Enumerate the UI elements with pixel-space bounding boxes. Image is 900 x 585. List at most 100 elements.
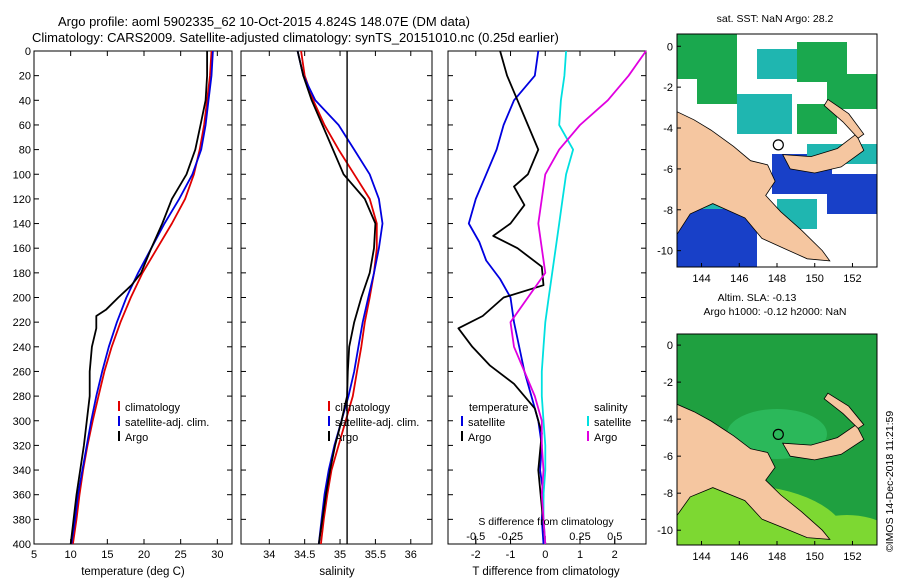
- y-tick-label: 80: [19, 145, 31, 157]
- legend-temperature-heading: temperature: [469, 402, 528, 414]
- sla-map-title-2: Argo h1000: -0.12 h2000: NaN: [703, 306, 846, 318]
- s-difference-xlabel: S difference from climatology: [478, 516, 614, 528]
- panel-frame: [240, 50, 433, 545]
- y-tick-label: 320: [13, 440, 31, 452]
- x-tick-label: 30: [211, 549, 223, 561]
- map-content: [677, 334, 877, 545]
- y-tick-label: 180: [13, 268, 31, 280]
- y-tick-label: 100: [13, 169, 31, 181]
- lat-tick-label: -8: [663, 488, 673, 500]
- x-tick-label: 35: [334, 549, 346, 561]
- imos-credit: ©IMOS 14-Dec-2018 11:21:59: [884, 411, 896, 552]
- y-tick-label: 40: [19, 95, 31, 107]
- x-tick-label: 1: [577, 549, 583, 561]
- lat-tick-label: -8: [663, 205, 673, 217]
- x-tick-label: 35.5: [365, 549, 386, 561]
- legend-t-satellite: satellite: [468, 417, 505, 429]
- x-tick-label: 34.5: [294, 549, 315, 561]
- x-tick-label: 10: [65, 549, 77, 561]
- argo-location-marker: [772, 139, 784, 151]
- sst-cell: [677, 209, 757, 267]
- y-tick-label: 340: [13, 465, 31, 477]
- sst-map: 144 146 148 150 152 0 -2 -4 -6 -8 -10: [657, 33, 878, 285]
- series-argo: [296, 50, 377, 545]
- sst-cell: [697, 79, 737, 104]
- argo-location-marker: [772, 428, 784, 440]
- series-satellite-adj-clim-: [296, 50, 384, 545]
- x-tick-label: 2: [612, 549, 618, 561]
- x-tick-label: 0: [542, 549, 548, 561]
- legend-satellite-adj: satellite-adj. clim.: [125, 417, 209, 429]
- x-tick-label: 15: [101, 549, 113, 561]
- series-salinity-argo: [509, 50, 647, 545]
- land-new-guinea: [677, 111, 831, 262]
- panel-3: -2 -1 0 1 2 -0.5 -0.25 0.25 0.5: [447, 50, 647, 561]
- lon-tick-label: 146: [730, 551, 748, 563]
- land-new-guinea: [677, 403, 831, 540]
- series-temperature-satellite: [467, 50, 545, 545]
- legend-climatology: climatology: [125, 402, 181, 414]
- sst-cell: [827, 174, 877, 214]
- s-tick-label: 0.25: [569, 531, 590, 543]
- map-content: [677, 34, 877, 267]
- s-tick-label: -0.5: [466, 531, 485, 543]
- series-temperature-argo: [457, 50, 547, 545]
- land-new-ireland: [823, 98, 865, 139]
- x-tick-label: 5: [31, 549, 37, 561]
- profile-panels: 0204060801001201401601802002202402602803…: [13, 46, 647, 561]
- y-tick-label: 20: [19, 71, 31, 83]
- lat-tick-label: -10: [657, 525, 673, 537]
- y-tick-label: 400: [13, 539, 31, 551]
- lon-tick-label: 152: [843, 551, 861, 563]
- difference-xlabel: T difference from climatology: [472, 566, 619, 578]
- temperature-xlabel: temperature (deg C): [81, 566, 185, 578]
- series-climatology: [300, 50, 378, 545]
- series-salinity-satellite: [540, 50, 574, 545]
- difference-legend: temperature satellite Argo salinity sate…: [461, 402, 631, 444]
- lat-tick-label: 0: [667, 41, 673, 53]
- sst-cell: [827, 74, 877, 109]
- lat-tick-label: -4: [663, 414, 673, 426]
- x-tick-label: 25: [175, 549, 187, 561]
- lat-tick-label: -2: [663, 82, 673, 94]
- lon-tick-label: 146: [730, 273, 748, 285]
- legend-s-argo: Argo: [594, 432, 617, 444]
- legend-satellite-adj: satellite-adj. clim.: [335, 417, 419, 429]
- sst-map-title: sat. SST: NaN Argo: 28.2: [717, 13, 834, 25]
- x-tick-label: 34: [263, 549, 275, 561]
- salinity-legend: climatology satellite-adj. clim. Argo: [328, 401, 419, 444]
- panel-frame: [447, 50, 647, 545]
- y-tick-label: 220: [13, 317, 31, 329]
- y-tick-label: 380: [13, 514, 31, 526]
- panel-1: 0 20 40 60 80 100 120 140 160 180 200 220 240 260 280 3…: [13, 46, 233, 561]
- lat-tick-label: -6: [663, 451, 673, 463]
- legend-salinity-heading: salinity: [594, 402, 628, 414]
- lat-tick-label: -6: [663, 164, 673, 176]
- s-tick-label: -0.25: [498, 531, 523, 543]
- sst-cell: [757, 49, 797, 79]
- y-tick-label: 0: [25, 46, 31, 58]
- x-tick-label: 20: [138, 549, 150, 561]
- y-tick-label: 140: [13, 219, 31, 231]
- salinity-xlabel: salinity: [319, 566, 354, 578]
- lat-tick-label: -10: [657, 246, 673, 258]
- lon-tick-label: 144: [692, 273, 710, 285]
- sla-map-title-1: Altim. SLA: -0.13: [718, 292, 797, 304]
- lat-tick-label: 0: [667, 340, 673, 352]
- lon-tick-label: 148: [768, 273, 786, 285]
- lon-tick-label: 150: [806, 273, 824, 285]
- land-new-britain: [782, 133, 865, 174]
- lon-tick-label: 144: [692, 551, 710, 563]
- title-line-1: Argo profile: aoml 5902335_62 10-Oct-201…: [58, 14, 470, 29]
- temperature-legend: climatology satellite-adj. clim. Argo: [118, 401, 209, 444]
- panel-frame: [33, 50, 233, 545]
- lon-tick-label: 148: [768, 551, 786, 563]
- legend-climatology: climatology: [335, 402, 391, 414]
- y-tick-label: 60: [19, 120, 31, 132]
- sla-map: 144 146 148 150 152 0 -2 -4 -6 -8 -10: [657, 333, 878, 563]
- lat-tick-label: -2: [663, 377, 673, 389]
- y-tick-label: 360: [13, 490, 31, 502]
- y-tick-label: 160: [13, 243, 31, 255]
- land-new-britain: [781, 424, 865, 461]
- x-tick-label: -1: [506, 549, 516, 561]
